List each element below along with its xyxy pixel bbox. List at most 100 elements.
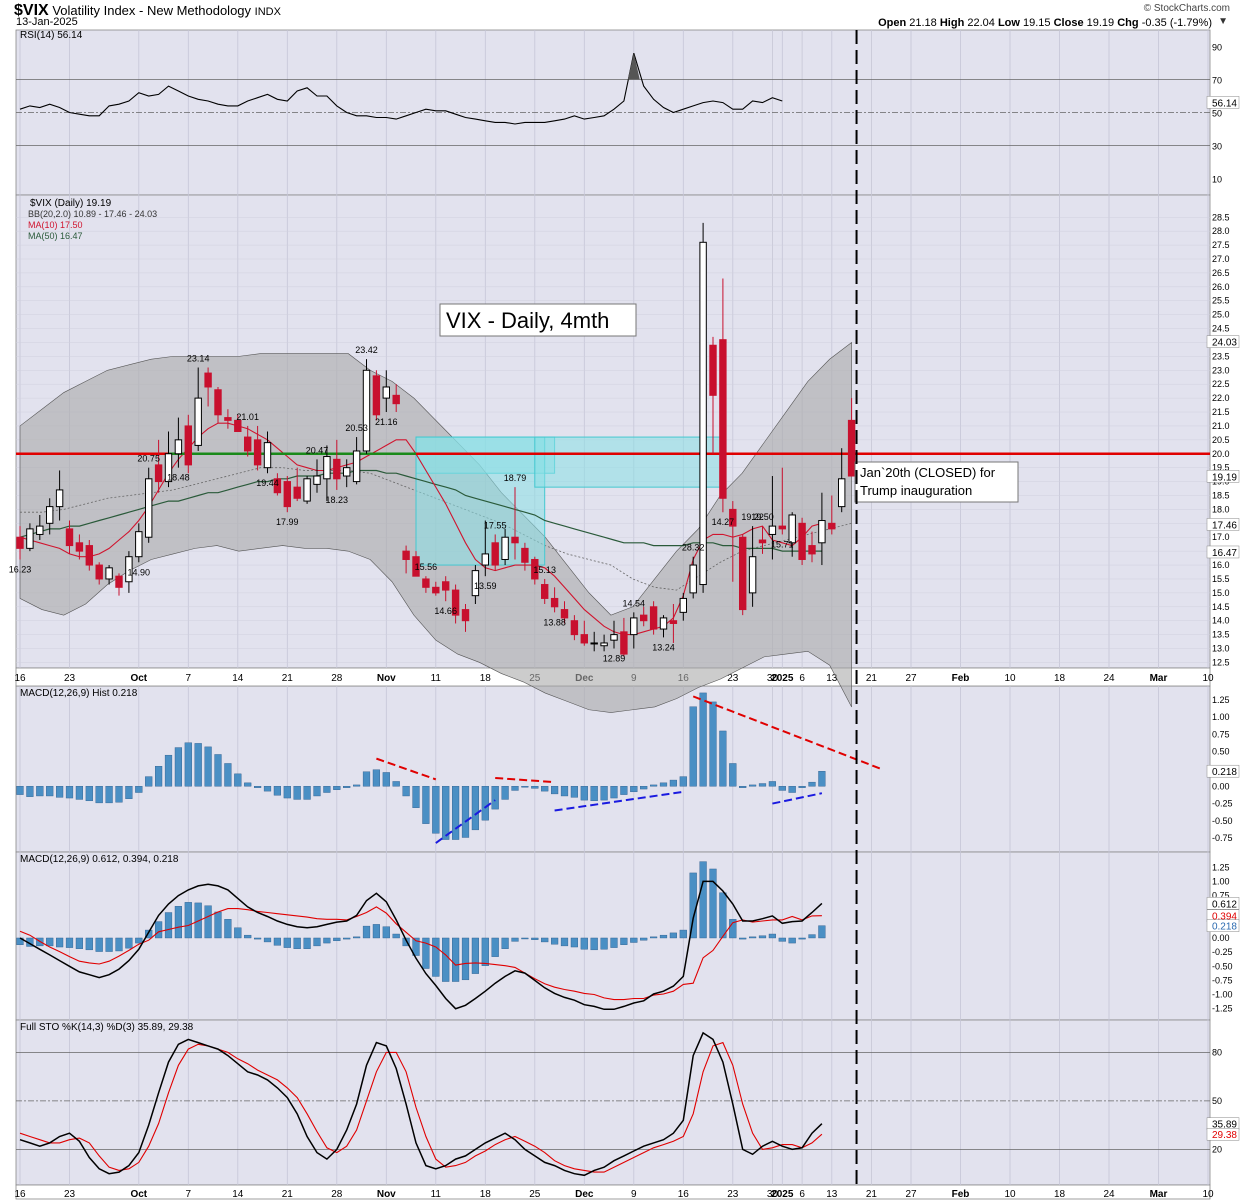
candle-body bbox=[352, 450, 361, 483]
macd-histogram-bar bbox=[343, 937, 351, 940]
price-label: 23.42 bbox=[355, 345, 378, 355]
macd-histogram-bar bbox=[392, 933, 400, 939]
x-tick-label: 30 bbox=[767, 1189, 779, 1200]
macd-hist-value-tag-box bbox=[1206, 764, 1240, 778]
histogram-bar bbox=[46, 786, 54, 797]
histogram-bar bbox=[798, 786, 806, 788]
bb-upper-tag: 24.03 bbox=[1212, 338, 1237, 349]
macd-histogram-bar bbox=[234, 927, 242, 939]
y-tick-label: 20.5 bbox=[1212, 435, 1230, 445]
candle-body bbox=[343, 467, 351, 477]
candle-body bbox=[531, 558, 539, 580]
x-tick-label: 23 bbox=[727, 1189, 739, 1200]
macd-histogram-bar bbox=[412, 937, 420, 956]
histogram-bar bbox=[719, 730, 727, 787]
histogram-bar bbox=[224, 763, 232, 787]
candle-body bbox=[788, 514, 796, 544]
histogram-bar bbox=[323, 786, 331, 793]
price-label: 21.16 bbox=[375, 417, 398, 427]
macd-histogram-bar bbox=[709, 868, 717, 939]
candle-body bbox=[699, 241, 707, 586]
candle-body bbox=[541, 584, 549, 599]
ma50-legend: MA(50) 16.47 bbox=[28, 231, 83, 241]
macd-histogram-bar bbox=[283, 937, 291, 948]
candle-body bbox=[303, 478, 311, 502]
y-tick-label: 26.0 bbox=[1212, 282, 1230, 292]
price-label: 18.79 bbox=[504, 473, 527, 483]
ma10-value-tag-box bbox=[1206, 518, 1240, 531]
candle-body bbox=[253, 439, 262, 466]
ma50-value-tag-box bbox=[1206, 545, 1240, 559]
y-tick-label: 17.0 bbox=[1212, 532, 1230, 542]
candle-body bbox=[372, 375, 381, 416]
histogram-bar bbox=[659, 782, 668, 787]
y-tick-label: 1.25 bbox=[1212, 695, 1230, 705]
candle-body bbox=[847, 419, 856, 477]
histogram-bar bbox=[669, 779, 678, 787]
candle-body bbox=[382, 386, 391, 399]
macd-histogram-bar bbox=[184, 902, 192, 939]
histogram-bar bbox=[679, 776, 687, 787]
candle-body bbox=[125, 556, 133, 583]
histogram-bar bbox=[135, 786, 143, 793]
histogram-bar bbox=[85, 786, 93, 802]
high-value: 22.04 bbox=[967, 17, 995, 29]
macd-histogram-bar bbox=[650, 936, 658, 939]
candle-body bbox=[55, 489, 64, 508]
x-tick-label: 10 bbox=[1202, 673, 1214, 684]
histogram-bar bbox=[432, 786, 440, 834]
candle-body bbox=[758, 539, 767, 544]
close-value-tag-box bbox=[1206, 470, 1240, 483]
histogram-bar bbox=[521, 786, 529, 788]
histogram-bar bbox=[372, 769, 381, 787]
y-tick-label: -0.75 bbox=[1212, 975, 1233, 985]
macd-histogram-bar bbox=[432, 937, 440, 977]
macd-histogram-bar bbox=[808, 934, 816, 939]
price-label: 14.66 bbox=[434, 606, 457, 616]
candle-body bbox=[649, 606, 658, 630]
macd-histogram-bar bbox=[739, 937, 747, 940]
candle-body bbox=[451, 589, 460, 616]
candle-body bbox=[590, 642, 598, 645]
macd-histogram-bar bbox=[729, 919, 737, 939]
ohlc-summary: Open 21.18 High 22.04 Low 19.15 Close 19… bbox=[878, 17, 1212, 29]
histogram-bar bbox=[36, 786, 44, 797]
x-tick-label: 11 bbox=[431, 1189, 442, 1200]
histogram-bar bbox=[95, 786, 103, 804]
price-label: 14.27 bbox=[712, 517, 735, 527]
candle-body bbox=[640, 614, 648, 622]
y-tick-label: 21.5 bbox=[1212, 407, 1230, 417]
candle-body bbox=[748, 556, 757, 594]
candle-body bbox=[392, 394, 400, 405]
y-tick-label: -1.25 bbox=[1212, 1004, 1233, 1014]
y-tick-label: 0.75 bbox=[1212, 891, 1230, 901]
y-tick-label: 19.5 bbox=[1212, 463, 1230, 473]
macd-hist-tag: 0.218 bbox=[1212, 922, 1237, 933]
macd-histogram-bar bbox=[580, 937, 588, 950]
macd-histogram-bar bbox=[154, 921, 163, 939]
macd-histogram-bar bbox=[204, 905, 212, 939]
histogram-bar bbox=[392, 781, 400, 787]
macd-histogram-bar bbox=[313, 937, 321, 947]
candle-body bbox=[600, 642, 608, 647]
histogram-bar bbox=[778, 786, 786, 791]
y-tick-label: 16.0 bbox=[1212, 560, 1230, 570]
macd-histogram-bar bbox=[303, 937, 311, 949]
histogram-bar bbox=[382, 772, 390, 787]
histogram-bar bbox=[580, 786, 588, 801]
y-tick-label: 15.5 bbox=[1212, 574, 1230, 584]
chevron-down-icon[interactable]: ▼ bbox=[1218, 16, 1228, 27]
macd-histogram-bar bbox=[85, 937, 93, 951]
x-tick-label: 10 bbox=[1004, 673, 1016, 684]
histogram-bar bbox=[610, 786, 618, 799]
candle-body bbox=[402, 550, 410, 560]
macd-histogram-bar bbox=[452, 937, 460, 982]
histogram-bar bbox=[560, 786, 569, 797]
macd-histogram-bar bbox=[214, 911, 222, 939]
histogram-bar bbox=[105, 786, 113, 804]
histogram-bar bbox=[333, 786, 341, 790]
histogram-bar bbox=[491, 786, 499, 810]
y-tick-label: 27.0 bbox=[1212, 254, 1230, 264]
change-value: -0.35 (-1.79%) bbox=[1141, 17, 1212, 29]
price-label: 18.23 bbox=[326, 495, 349, 505]
